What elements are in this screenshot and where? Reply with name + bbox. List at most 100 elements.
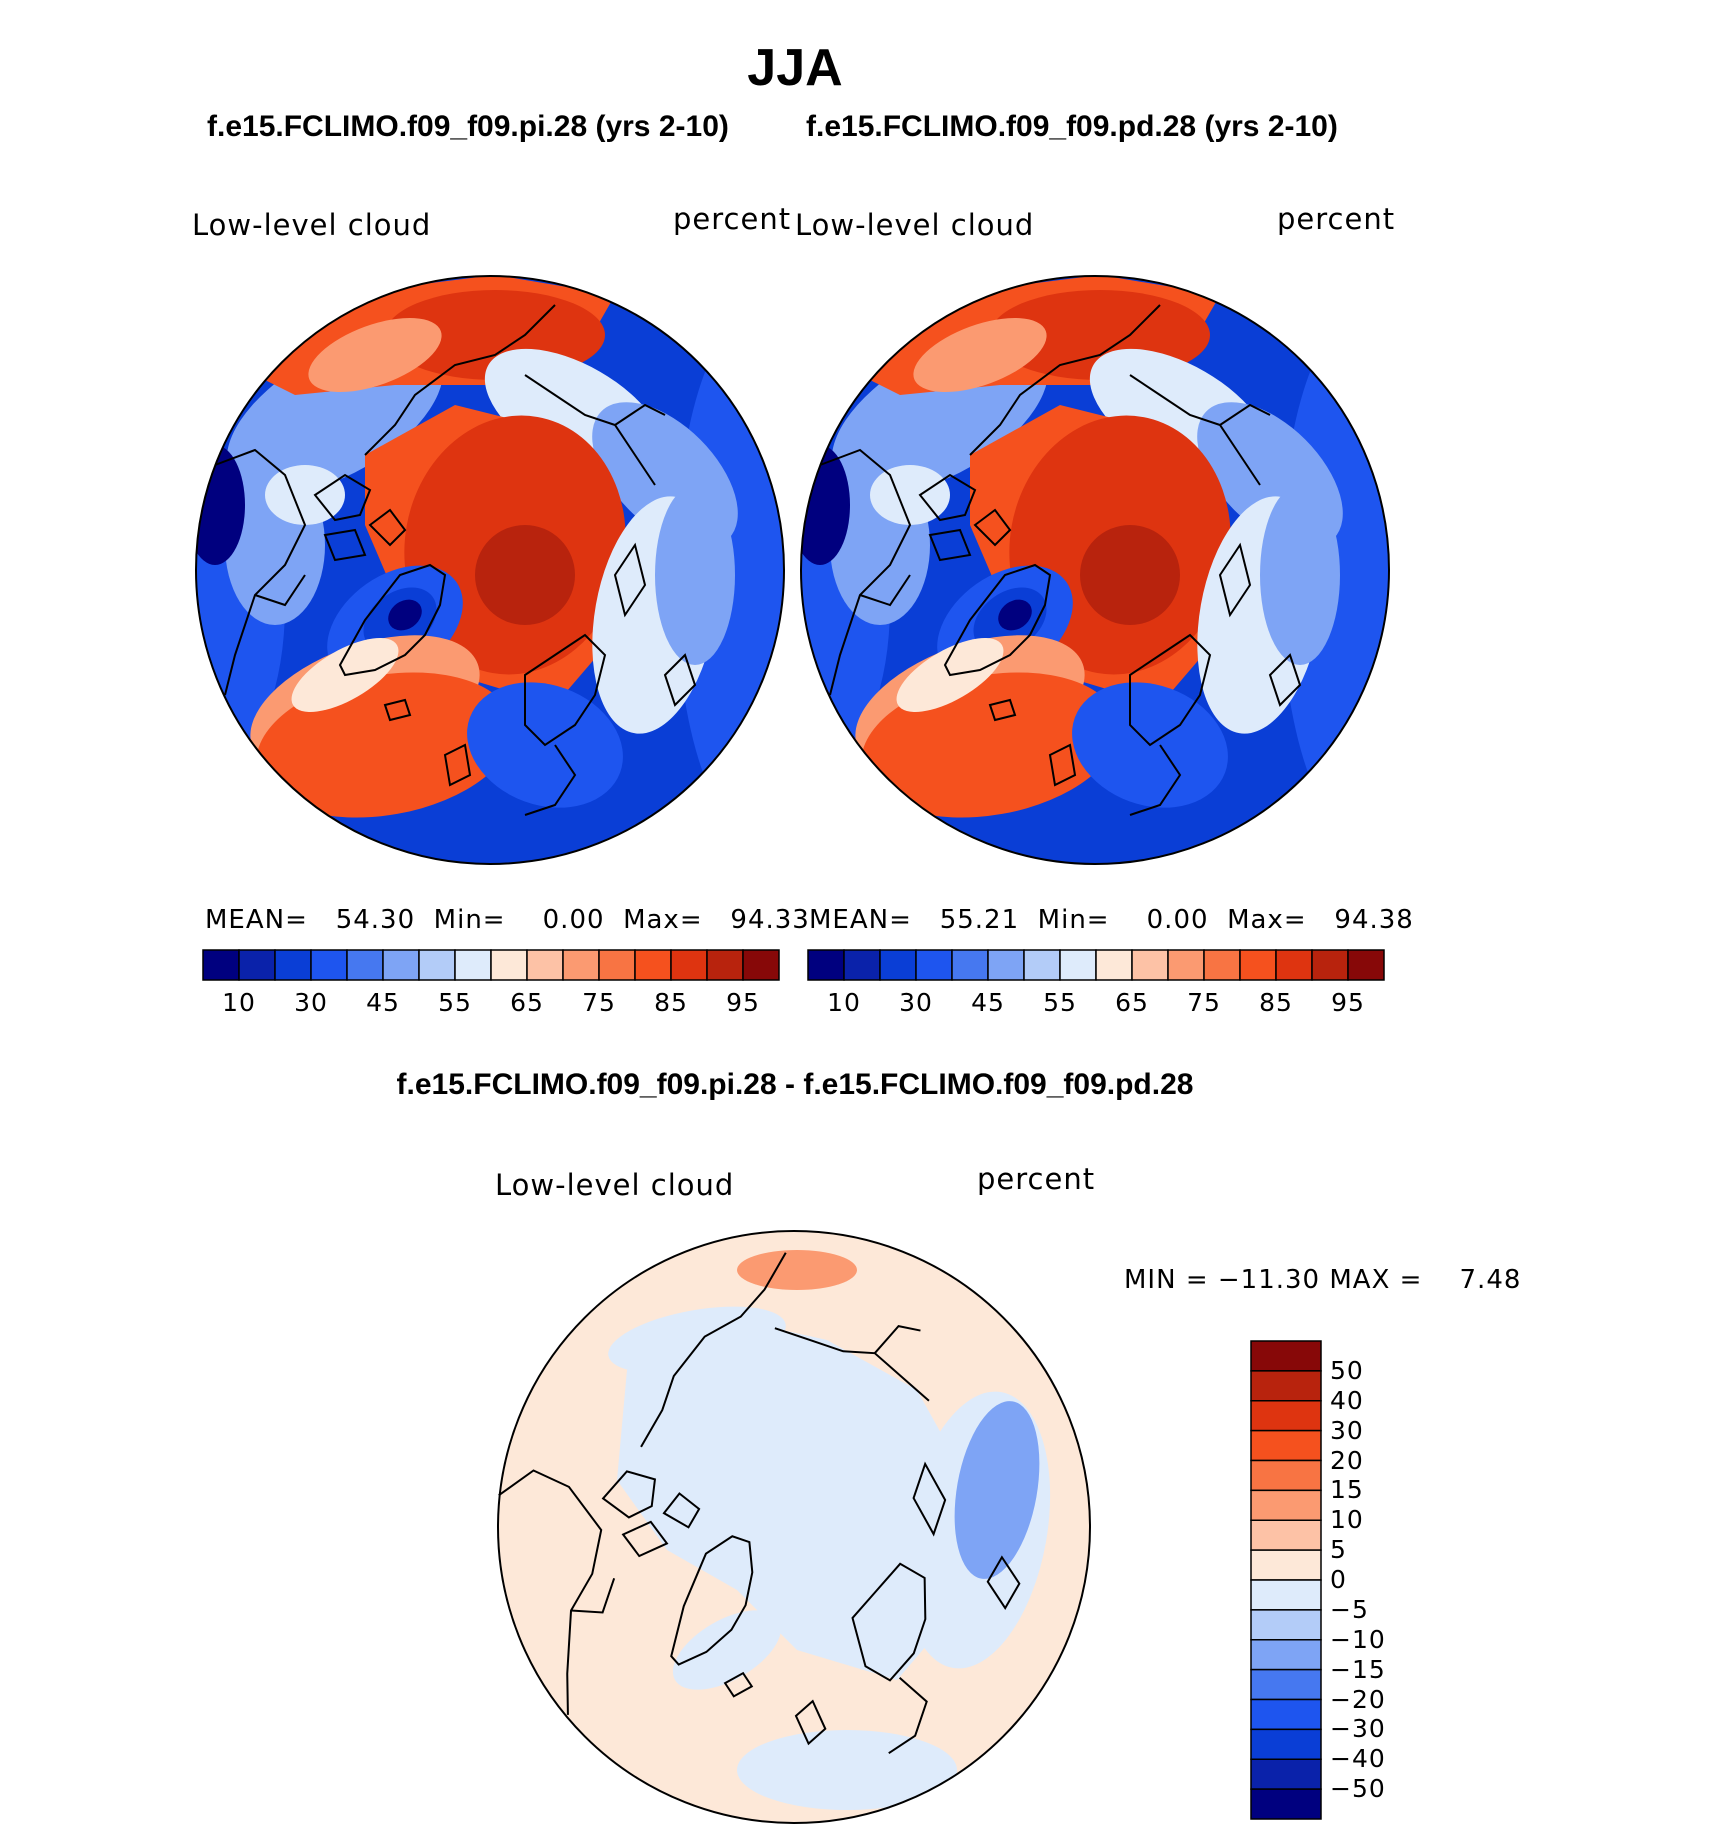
colorbar-swatch [1250, 1609, 1322, 1641]
colorbar-swatch [1250, 1698, 1322, 1731]
colorbar-swatch [1250, 1489, 1322, 1521]
colorbar-tick-label: 10 [1330, 1505, 1364, 1535]
colorbar-swatch [1059, 949, 1097, 981]
colorbar-tick-label: 30 [1330, 1415, 1364, 1445]
panel-2-coastlines [819, 304, 1302, 816]
difference-stats: MIN = −11.30 MAX = 7.48 [1124, 1265, 1521, 1295]
colorbar-tick-label: 55 [1043, 988, 1077, 1017]
colorbar-swatch [1250, 1639, 1322, 1671]
colorbar-swatch [634, 949, 672, 981]
colorbar-tick-label: −5 [1330, 1594, 1369, 1624]
colorbar-tick-label: 50 [1330, 1355, 1364, 1385]
coastline-segment [723, 1671, 754, 1698]
coastline-segment [943, 563, 1052, 677]
panel-2-mean-value: 55.21 [939, 905, 1020, 935]
coastline-segment [498, 1469, 603, 1715]
colorbar-swatch [1311, 949, 1349, 981]
difference-variable-label: Low-level cloud [495, 1168, 735, 1202]
colorbar-swatch [598, 949, 636, 981]
colorbar-swatch [1250, 1788, 1322, 1820]
colorbar-tick-label: 30 [899, 988, 933, 1017]
colorbar-swatch [1023, 949, 1061, 981]
colorbar-swatch [1250, 1758, 1322, 1790]
difference-polar-map [497, 1230, 1091, 1824]
panel-2-cloud-field [801, 276, 1389, 864]
colorbar-tick-label: 75 [582, 988, 616, 1017]
colorbar-swatch [490, 949, 528, 981]
colorbar-swatch [1250, 1549, 1322, 1581]
coastline-segment [794, 1699, 827, 1746]
difference-max-value: 7.48 [1459, 1265, 1522, 1295]
panel-2-units-label: percent [1277, 202, 1396, 236]
colorbar-tick-label: −20 [1330, 1684, 1386, 1714]
colorbar-tick-label: 75 [1187, 988, 1221, 1017]
colorbar-tick-label: 65 [510, 988, 544, 1017]
colorbar-swatch [562, 949, 600, 981]
coastline-segment [973, 508, 1012, 547]
colorbar-tick-label: −15 [1330, 1654, 1386, 1684]
coastline-segment [1219, 403, 1271, 426]
colorbar-tick-label: 45 [971, 988, 1005, 1017]
coastline-segment [621, 1520, 669, 1558]
panel-2-polar-map [800, 275, 1390, 865]
coastline-segment [614, 403, 666, 426]
difference-title: f.e15.FCLIMO.f09_f09.pi.28 - f.e15.FCLIM… [396, 1068, 1194, 1101]
colorbar-swatch [1095, 949, 1133, 981]
colorbar-tick-label: 65 [1115, 988, 1149, 1017]
coastline-segment [874, 1324, 921, 1354]
colorbar-swatch [526, 949, 564, 981]
panel-1-map-border [195, 275, 785, 865]
colorbar-swatch [879, 949, 917, 981]
colorbar-swatch [310, 949, 348, 981]
panel-2-max-value: 94.38 [1334, 905, 1414, 935]
colorbar-tick-label: −10 [1330, 1624, 1386, 1654]
difference-coastlines [498, 1252, 1021, 1755]
colorbar-swatch [915, 949, 953, 981]
colorbar-swatch [1275, 949, 1313, 981]
colorbar-swatch [951, 949, 989, 981]
coastline-segment [1048, 743, 1077, 787]
coastline-segment [912, 1461, 947, 1537]
colorbar-swatch [1131, 949, 1169, 981]
difference-units-label: percent [977, 1162, 1096, 1196]
coastline-segment [1129, 374, 1261, 486]
panel-1-colorbar [202, 949, 780, 981]
panel-2-variable-label: Low-level cloud [795, 208, 1035, 242]
coastline-segment [888, 1677, 928, 1755]
coastline-segment [613, 542, 647, 618]
colorbar-swatch [1250, 1519, 1322, 1551]
coastline-segment [663, 653, 697, 707]
coastline-segment [988, 698, 1017, 722]
colorbar-tick-label: 0 [1330, 1565, 1347, 1594]
colorbar-tick-label: 85 [654, 988, 688, 1017]
coastline-segment [364, 304, 556, 456]
coastline-segment [443, 743, 472, 787]
coastline-segment [774, 1327, 930, 1402]
coastline-segment [1129, 744, 1182, 816]
colorbar-swatch [987, 949, 1025, 981]
panel-1-cloud-field [196, 276, 784, 864]
panel-2-mean-label: MEAN= [809, 905, 912, 935]
colorbar-swatch [1167, 949, 1205, 981]
panel-1-mean-label: MEAN= [205, 905, 308, 935]
colorbar-swatch [1250, 1459, 1322, 1492]
panel-2-colorbar [807, 949, 1385, 981]
difference-min-value: −11.30 [1217, 1265, 1321, 1295]
colorbar-tick-label: 5 [1330, 1535, 1347, 1565]
panel-2-min-value: 0.00 [1146, 905, 1209, 935]
panel-2-max-label: Max= [1227, 905, 1307, 935]
colorbar-swatch [1250, 1668, 1322, 1701]
colorbar-tick-label: 55 [438, 988, 472, 1017]
colorbar-swatch [1250, 1400, 1322, 1432]
panel-1-max-value: 94.33 [730, 905, 810, 935]
coastline-segment [313, 473, 372, 522]
difference-max-label: MAX = [1329, 1265, 1423, 1295]
colorbar-tick-label: 95 [726, 988, 760, 1017]
panel-2-case-title: f.e15.FCLIMO.f09_f09.pd.28 (yrs 2-10) [806, 110, 1338, 143]
colorbar-tick-label: 45 [366, 988, 400, 1017]
coastline-segment [338, 563, 447, 677]
panel-1-case-title: f.e15.FCLIMO.f09_f09.pi.28 (yrs 2-10) [207, 110, 729, 143]
panel-1-min-label: Min= [433, 905, 506, 935]
figure-title: JJA [747, 39, 843, 97]
coastline-segment [969, 304, 1161, 456]
